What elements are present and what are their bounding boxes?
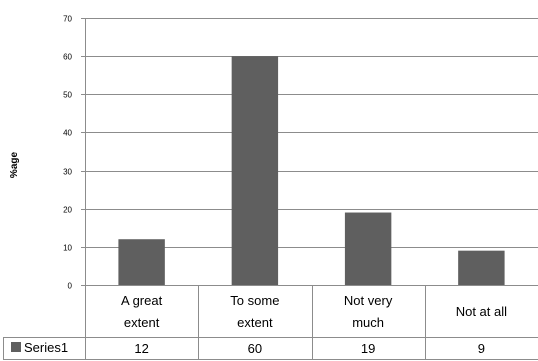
category-label-line: Not very xyxy=(344,293,393,308)
y-tick-label: 60 xyxy=(63,53,72,62)
bar xyxy=(458,250,505,285)
bars xyxy=(118,56,505,286)
category-label: Not at all xyxy=(456,304,507,319)
bar xyxy=(118,239,165,285)
y-tick-label: 20 xyxy=(63,206,72,215)
y-tick-label: 0 xyxy=(68,282,73,291)
y-axis-ticks: 0 10 20 30 40 50 60 70 xyxy=(63,15,86,291)
category-label-line: To some xyxy=(230,293,279,308)
bar xyxy=(344,212,392,285)
data-value-label: 19 xyxy=(361,341,375,356)
bar xyxy=(231,56,279,286)
y-axis-label: %age xyxy=(9,152,20,179)
legend-swatch xyxy=(11,342,21,352)
data-value-label: 60 xyxy=(248,341,262,356)
category-label: To some extent xyxy=(230,293,279,330)
y-tick-label: 30 xyxy=(63,168,72,177)
category-label-line: extent xyxy=(124,315,160,330)
category-label-line: much xyxy=(352,315,384,330)
y-tick-label: 70 xyxy=(63,15,72,24)
category-label-line: extent xyxy=(237,315,273,330)
y-tick-label: 50 xyxy=(63,91,72,100)
data-value-label: 9 xyxy=(478,341,485,356)
legend-series-name: Series1 xyxy=(24,340,68,355)
category-label-line: A great xyxy=(121,293,163,308)
y-tick-label: 40 xyxy=(63,129,72,138)
data-value-label: 12 xyxy=(134,341,148,356)
category-label-line: Not at all xyxy=(456,304,507,319)
category-label: Not very much xyxy=(344,293,393,330)
category-label: A great extent xyxy=(121,293,163,330)
y-tick-label: 10 xyxy=(63,244,72,253)
